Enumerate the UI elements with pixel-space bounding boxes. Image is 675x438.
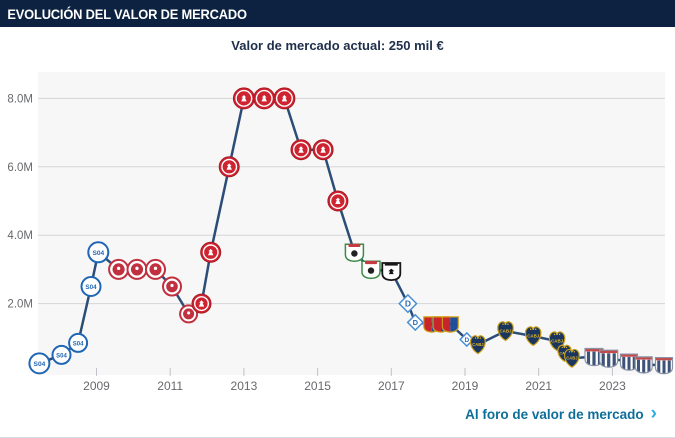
club-badge-schalke[interactable]: FC Schalke 04 — 2.5M €S04 — [80, 276, 102, 297]
svg-text:CABJ: CABJ — [472, 342, 484, 347]
x-axis-label: 2017 — [378, 379, 405, 393]
club-badge-boca[interactable]: Boca Juniors — 1.2M €CABJ — [497, 321, 514, 342]
club-badge-stpauli[interactable]: FC St. Pauli — 3M € — [126, 258, 148, 280]
club-badge-eintracht[interactable]: Eintracht Frankfurt — 5M € — [327, 190, 349, 212]
club-badge-stpauli[interactable]: FC St. Pauli — 2.5M € — [162, 276, 182, 297]
svg-text:CABJ: CABJ — [551, 338, 564, 343]
x-axis-label: 2011 — [157, 379, 183, 393]
svg-text:CABJ: CABJ — [527, 333, 540, 338]
club-badge-redblue[interactable]: club rojo-azul — 1.4M € — [441, 315, 459, 333]
current-value-label: Valor de mercado actual: 250 mil € — [231, 38, 444, 53]
club-badge-eintracht[interactable]: Eintracht Frankfurt — 8M € — [253, 87, 276, 110]
y-axis-label: 6.0M — [7, 162, 33, 174]
club-badge-schalke[interactable]: FC Schalke 04 — 0.5M €S04 — [51, 344, 72, 365]
club-badge-eintracht[interactable]: Eintracht Frankfurt — 8M € — [232, 87, 255, 110]
forum-link[interactable]: Al foro de valor de mercado › — [465, 403, 657, 424]
x-axis-label: 2009 — [83, 379, 110, 393]
club-badge-eintracht[interactable]: Eintracht Frankfurt — 6M € — [218, 156, 240, 178]
club-badge-dynamo[interactable]: Dinamo de Kiev — 1.45M €D — [406, 313, 424, 332]
club-badge-dynamo[interactable]: Dinamo de Kiev — 2M €D — [398, 293, 418, 314]
club-badge-alianza[interactable]: Alianza Lima — 0.22M € — [634, 356, 653, 374]
x-axis-label: 2013 — [231, 379, 258, 393]
club-badge-rubin[interactable]: Rubin Kazan — 3.5M € — [344, 243, 365, 263]
club-badge-schalke[interactable]: FC Schalke 04 — 3.5M €S04 — [87, 241, 110, 264]
svg-text:CABJ: CABJ — [566, 356, 578, 361]
plot-background — [38, 72, 665, 375]
club-badge-rubin[interactable]: Rubin Kazan — 3M € — [361, 260, 381, 280]
svg-text:D: D — [413, 318, 419, 327]
club-badge-alianza[interactable]: Alianza Lima — 0.2M € — [654, 356, 674, 375]
x-axis-label: 2021 — [525, 379, 552, 393]
x-axis-label: 2023 — [599, 379, 626, 393]
club-badge-schalke[interactable]: FC Schalke 04 — 0.85M €S04 — [68, 332, 89, 353]
club-badge-boca[interactable]: Boca Juniors — 0.4M €CABJ — [564, 348, 580, 369]
svg-text:S04: S04 — [34, 361, 46, 368]
svg-text:S04: S04 — [73, 341, 84, 347]
club-badge-eintracht[interactable]: Eintracht Frankfurt — 6.5M € — [312, 139, 334, 161]
club-badge-eintracht[interactable]: Eintracht Frankfurt — 8M € — [273, 87, 296, 110]
svg-text:CABJ: CABJ — [500, 328, 513, 333]
y-axis-label: 2.0M — [7, 299, 33, 311]
widget-title: EVOLUCIÓN DEL VALOR DE MERCADO — [7, 5, 247, 22]
club-badge-boca[interactable]: Boca Juniors — 0.8M €CABJ — [470, 335, 486, 355]
svg-text:S04: S04 — [85, 284, 97, 291]
svg-text:S04: S04 — [92, 250, 104, 257]
widget-header: EVOLUCIÓN DEL VALOR DE MERCADO — [0, 0, 675, 27]
club-badge-stpauli[interactable]: FC St. Pauli — 3M € — [108, 258, 130, 280]
club-badge-paok[interactable]: PAOK Salónica — 2.95M € — [381, 262, 402, 282]
club-badge-eintracht[interactable]: Eintracht Frankfurt — 3.5M € — [200, 241, 222, 263]
club-badge-stpauli[interactable]: FC St. Pauli — 3M € — [145, 258, 166, 280]
y-axis-label: 4.0M — [7, 230, 33, 242]
x-axis-label: 2015 — [304, 379, 331, 393]
svg-text:D: D — [464, 337, 469, 344]
forum-link-label: Al foro de valor de mercado — [465, 407, 644, 422]
chevron-right-icon: › — [650, 403, 657, 424]
club-badge-eintracht[interactable]: Eintracht Frankfurt — 2M € — [191, 293, 212, 314]
club-badge-schalke[interactable]: FC Schalke 04 — 0.25M €S04 — [28, 352, 51, 375]
club-badge-alianza[interactable]: Alianza Lima — 0.4M € — [599, 349, 619, 368]
club-badge-boca[interactable]: Boca Juniors — 1.05M €CABJ — [524, 326, 542, 347]
club-badge-eintracht[interactable]: Eintracht Frankfurt — 6.5M € — [290, 139, 312, 161]
club-badge-stpauli[interactable]: FC St. Pauli — 1.7M € — [179, 304, 199, 324]
y-axis-label: 8.0M — [7, 93, 33, 105]
svg-text:S04: S04 — [56, 353, 67, 359]
x-axis-label: 2019 — [452, 379, 479, 393]
svg-text:D: D — [405, 299, 411, 309]
